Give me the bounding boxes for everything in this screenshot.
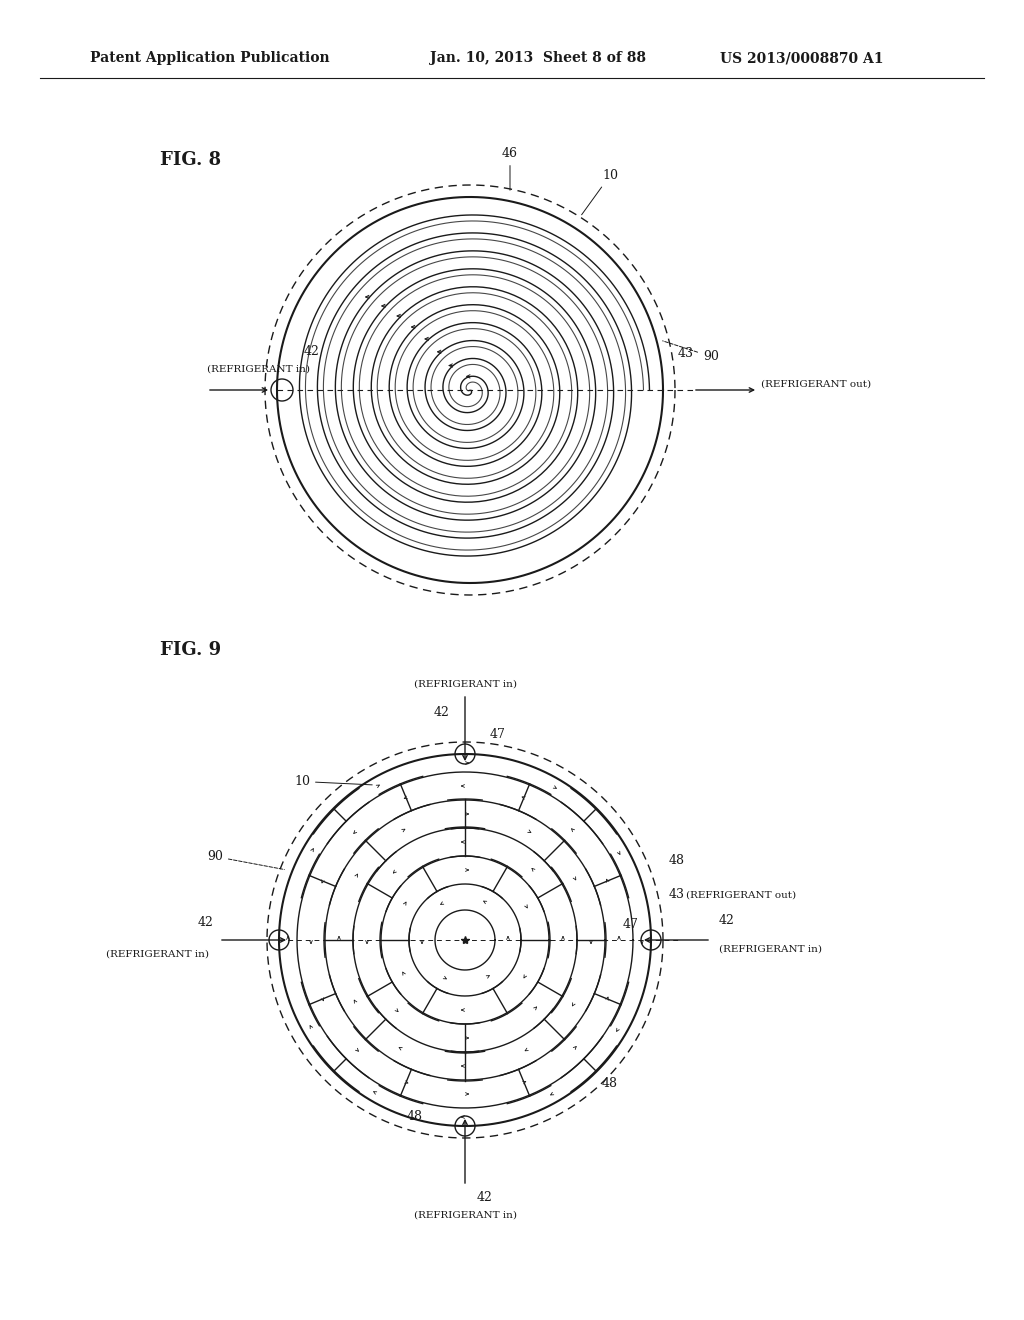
Text: 48: 48: [407, 1110, 423, 1123]
Text: (REFRIGERANT in): (REFRIGERANT in): [106, 950, 209, 960]
Text: 46: 46: [502, 147, 518, 190]
Text: 48: 48: [669, 854, 685, 866]
Text: 42: 42: [719, 913, 735, 927]
Text: 90: 90: [663, 341, 719, 363]
Text: FIG. 9: FIG. 9: [160, 642, 221, 659]
Text: (REFRIGERANT out): (REFRIGERANT out): [686, 891, 796, 899]
Text: US 2013/0008870 A1: US 2013/0008870 A1: [720, 51, 884, 65]
Text: Jan. 10, 2013  Sheet 8 of 88: Jan. 10, 2013 Sheet 8 of 88: [430, 51, 646, 65]
Text: FIG. 8: FIG. 8: [160, 150, 221, 169]
Text: (REFRIGERANT in): (REFRIGERANT in): [414, 680, 516, 689]
Text: 10: 10: [582, 169, 618, 215]
Text: (REFRIGERANT out): (REFRIGERANT out): [761, 380, 871, 388]
Text: 47: 47: [623, 919, 639, 932]
Text: (REFRIGERANT in): (REFRIGERANT in): [719, 945, 822, 954]
Text: 48: 48: [602, 1077, 618, 1090]
Text: 42: 42: [304, 345, 319, 358]
Text: 42: 42: [198, 916, 214, 928]
Text: 42: 42: [477, 1191, 493, 1204]
Text: (REFRIGERANT in): (REFRIGERANT in): [207, 366, 310, 374]
Text: 42: 42: [434, 705, 450, 718]
Text: 10: 10: [294, 775, 373, 788]
Text: Patent Application Publication: Patent Application Publication: [90, 51, 330, 65]
Text: (REFRIGERANT in): (REFRIGERANT in): [414, 1210, 516, 1220]
Text: 90: 90: [207, 850, 285, 870]
Text: 47: 47: [490, 727, 506, 741]
Text: 43: 43: [669, 888, 685, 902]
Text: 43: 43: [678, 347, 694, 360]
